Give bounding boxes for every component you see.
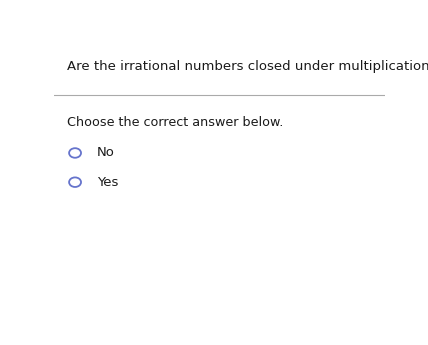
Text: Choose the correct answer below.: Choose the correct answer below.: [67, 116, 283, 129]
Text: Yes: Yes: [97, 176, 118, 189]
Text: No: No: [97, 147, 115, 159]
Text: Are the irrational numbers closed under multiplication?: Are the irrational numbers closed under …: [67, 60, 428, 73]
